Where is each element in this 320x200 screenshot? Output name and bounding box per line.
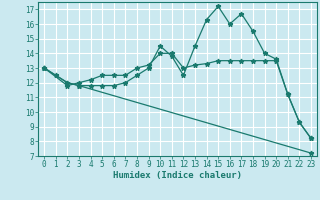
X-axis label: Humidex (Indice chaleur): Humidex (Indice chaleur) <box>113 171 242 180</box>
